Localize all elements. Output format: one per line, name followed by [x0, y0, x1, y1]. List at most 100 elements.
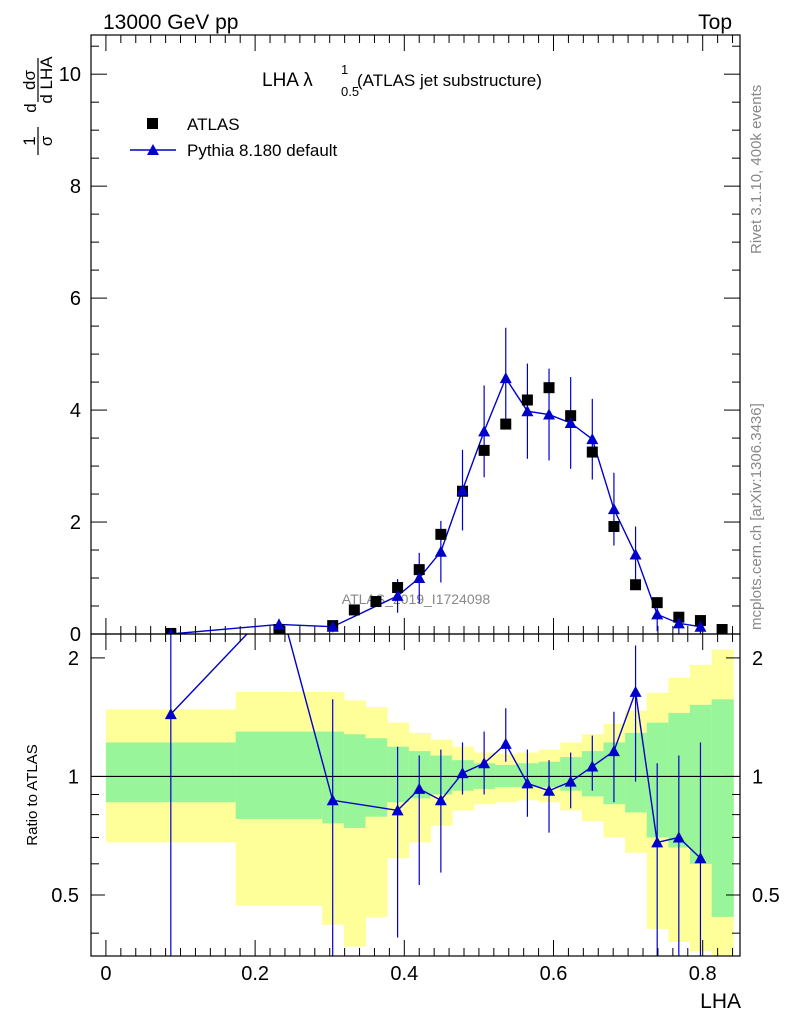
pythia-point [651, 608, 664, 620]
pythia-line [170, 376, 701, 634]
xtick-label: 0.6 [540, 963, 568, 985]
pythia-point [326, 620, 339, 632]
analysis-watermark: ATLAS_2019_I1724098 [342, 591, 491, 607]
pythia-point [499, 372, 512, 384]
atlas-data-point [348, 604, 360, 616]
mcplots-reference-text: mcplots.cern.ch [arXiv:1306.3436] [748, 403, 765, 630]
ratio-ytick-label-right: 1 [752, 766, 763, 788]
legend-label-pythia: Pythia 8.180 default [187, 141, 338, 160]
atlas-data-point [500, 418, 512, 430]
uncertainty-band-inner [387, 746, 410, 803]
ratio-plot-area [91, 594, 740, 956]
pythia-point [586, 433, 599, 445]
pythia-point [434, 545, 447, 557]
pythia-point [629, 548, 642, 560]
title-rest: (ATLAS jet substructure) [357, 71, 542, 90]
main-ytick-label: 0 [70, 624, 81, 646]
legend-marker-atlas [147, 118, 158, 129]
ratio-point [499, 737, 512, 749]
ylabel-d: d [21, 103, 40, 112]
xtick-label: 0.8 [689, 963, 717, 985]
atlas-data-point [716, 624, 728, 634]
xtick-label: 0.4 [390, 963, 418, 985]
atlas-data-point [392, 582, 404, 594]
atlas-data-point [608, 521, 620, 533]
atlas-data-point [370, 596, 382, 608]
ratio-ytick-label: 1 [68, 766, 79, 788]
main-ytick-label: 2 [70, 512, 81, 534]
ylabel-denominator: d LHA [37, 56, 56, 104]
ylabel-numerator: dσ [20, 70, 39, 90]
legend-marker-pythia [147, 144, 159, 155]
pythia-point [543, 408, 556, 420]
atlas-data-point [435, 528, 447, 540]
pythia-point [478, 425, 491, 437]
ratio-point [456, 767, 469, 779]
title-sub: 0.5 [341, 84, 359, 99]
pythia-point [694, 620, 707, 632]
ratio-point [672, 831, 685, 843]
header-right: Top [698, 11, 732, 34]
main-ytick-label: 4 [70, 400, 81, 422]
header-left: 13000 GeV pp [103, 11, 238, 34]
atlas-data-point [586, 446, 598, 458]
pythia-point [391, 589, 404, 601]
pythia-point [167, 628, 175, 634]
main-title: LHA λ 1 0.5 (ATLAS jet substructure) [262, 62, 542, 99]
uncertainty-band-inner [322, 731, 345, 824]
ratio-point [164, 708, 177, 720]
xtick-label: 0 [100, 963, 111, 985]
ratio-point [478, 757, 491, 769]
uncertainty-band-inner [365, 738, 388, 817]
uncertainty-band-inner [625, 732, 648, 813]
ratio-ytick-label: 0.5 [51, 885, 79, 907]
uncertainty-band-inner [408, 751, 431, 799]
ratio-point [273, 594, 285, 605]
uncertainty-band-inner [690, 704, 713, 864]
ratio-point [629, 685, 642, 697]
atlas-data-point [673, 611, 685, 623]
uncertainty-band-inner [430, 755, 453, 795]
main-panel: 0 2 4 6 8 10 [59, 34, 741, 646]
x-axis-label: LHA [700, 990, 741, 1013]
ratio-y-axis-label: Ratio to ATLAS [24, 744, 41, 845]
ratio-ytick-label: 2 [68, 648, 79, 670]
atlas-data-point [543, 382, 555, 394]
uncertainty-band-inner [646, 722, 669, 838]
uncertainty-band-inner [516, 763, 540, 788]
xtick-label: 0.2 [241, 963, 269, 985]
ratio-point [564, 775, 577, 787]
ylabel-one: 1 [20, 136, 39, 145]
atlas-data-point [651, 597, 663, 609]
title-sup: 1 [341, 62, 348, 77]
pythia-point [413, 572, 426, 584]
main-y-axis-label: 1 σ d dσ d LHA [20, 56, 56, 155]
legend: ATLAS Pythia 8.180 default [130, 115, 338, 160]
uncertainty-band-inner [711, 699, 734, 917]
ratio-frame [90, 633, 741, 957]
uncertainty-band-inner [538, 761, 561, 788]
ratio-point [326, 794, 339, 806]
uncertainty-band-inner [668, 712, 691, 848]
ylabel-sigma: σ [37, 135, 56, 146]
uncertainty-band-inner [603, 742, 626, 805]
uncertainty-band-inner [235, 731, 323, 819]
ratio-point [391, 804, 404, 816]
ratio-point [607, 745, 620, 757]
uncertainty-band-inner [560, 757, 583, 791]
ratio-point [651, 836, 664, 848]
rivet-version-text: Rivet 3.1.10, 400k events [748, 85, 765, 254]
atlas-data-point [565, 410, 577, 422]
ratio-point [434, 794, 447, 806]
pythia-point [456, 484, 469, 496]
ratio-point [586, 760, 599, 772]
uncertainty-band-inner [581, 751, 604, 797]
pythia-point [521, 405, 534, 417]
pythia-point [672, 617, 685, 629]
main-ytick-label: 8 [70, 176, 81, 198]
pythia-point [272, 618, 285, 630]
ratio-point [543, 784, 556, 796]
main-ytick-label: 6 [70, 288, 81, 310]
ratio-ytick-label-right: 2 [752, 648, 763, 670]
